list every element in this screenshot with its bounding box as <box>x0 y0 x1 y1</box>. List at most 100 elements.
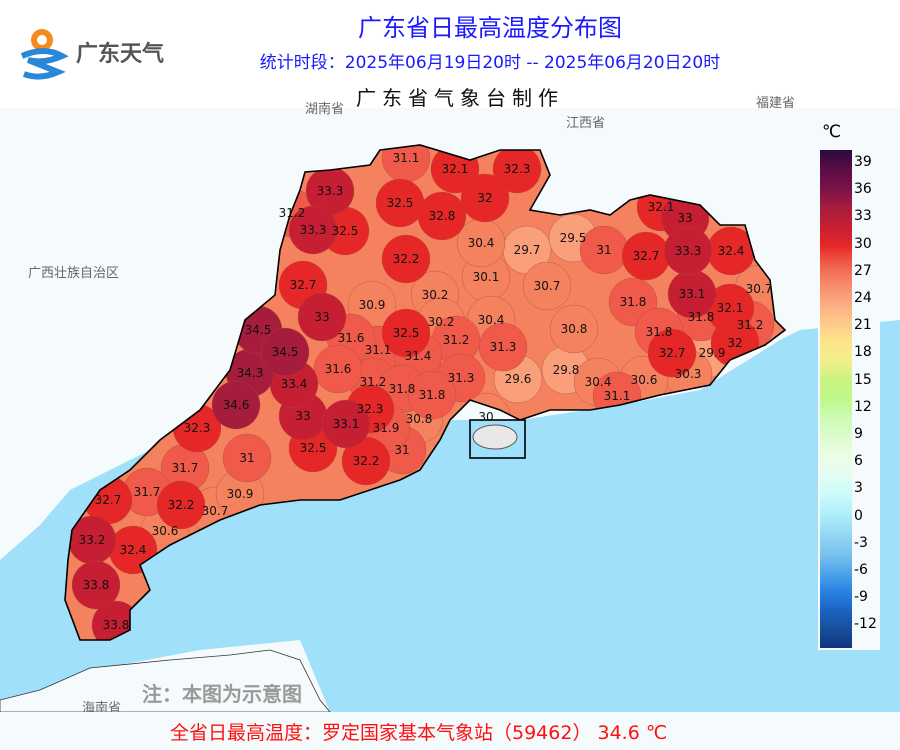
county-region <box>492 145 542 194</box>
station-temperature-label: 31.2 <box>279 206 306 220</box>
station-temperature-label: 29.9 <box>699 346 726 360</box>
station-temperature-label: 32.4 <box>718 244 745 258</box>
station-temperature-label: 33.3 <box>317 184 344 198</box>
label-jiangxi: 江西省 <box>566 116 606 131</box>
station-temperature-label: 34.5 <box>272 345 299 359</box>
legend-unit: ℃ <box>822 122 842 142</box>
station-temperature-label: 32.1 <box>442 162 469 176</box>
station-temperature-label: 32.3 <box>184 421 211 435</box>
station-temperature-label: 29.8 <box>553 363 580 377</box>
station-temperature-label: 31.1 <box>365 343 392 357</box>
station-temperature-label: 33.2 <box>79 533 106 547</box>
station-temperature-label: 31.1 <box>393 151 420 165</box>
header-background <box>0 0 900 108</box>
period-text: 统计时段：2025年06月19日20时 -- 2025年06月20日20时 <box>259 53 721 73</box>
station-temperature-label: 30.2 <box>422 288 449 302</box>
station-temperature-label: 32 <box>727 336 742 350</box>
logo: 广东天气 <box>14 18 184 82</box>
station-temperature-label: 32.7 <box>290 278 317 292</box>
station-temperature-label: 32.1 <box>717 301 744 315</box>
station-temperature-label: 31.3 <box>448 371 475 385</box>
sea <box>0 320 900 712</box>
station-temperature-label: 30.4 <box>585 375 612 389</box>
station-temperature-label: 32.1 <box>648 200 675 214</box>
county-region <box>288 205 338 255</box>
county-region <box>460 173 510 223</box>
legend-tick: -9 <box>854 589 868 606</box>
label-hunan: 湖南省 <box>305 102 345 117</box>
county-region <box>417 191 467 241</box>
station-temperature-label: 29.5 <box>560 231 587 245</box>
page-title: 广东省日最高温度分布图 <box>358 14 622 42</box>
station-temperature-label: 31 <box>394 443 409 457</box>
hong-kong-area <box>472 424 518 450</box>
station-temperature-label: 29.6 <box>505 372 532 386</box>
legend-tick: 36 <box>854 181 872 198</box>
station-temperature-label: 31.6 <box>338 331 365 345</box>
producer-text: 广东省气象台制作 <box>356 86 564 110</box>
legend-tick: 30 <box>854 235 872 252</box>
station-temperature-label: 31.7 <box>134 485 161 499</box>
station-temperature-label: 31.4 <box>405 349 432 363</box>
county-region <box>321 399 371 449</box>
station-temperature-label: 34.3 <box>237 366 264 380</box>
county-region <box>260 327 310 377</box>
station-temperature-label: 30.7 <box>534 279 561 293</box>
label-fujian: 福建省 <box>756 96 796 111</box>
station-temperature-label: 30.4 <box>478 313 505 327</box>
station-temperature-label: 33.1 <box>333 417 360 431</box>
legend-tick: 12 <box>854 398 872 415</box>
logo-text: 广东天气 <box>76 42 165 67</box>
color-legend: ℃ 39 36 33 30 27 24 21 18 15 12 9 6 3 0 -3 -6 -9 -12 <box>818 120 880 650</box>
station-temperature-label: 32.7 <box>633 249 660 263</box>
station-temperature-label: 30 <box>478 410 493 424</box>
station-temperature-label: 32.7 <box>659 346 686 360</box>
station-temperature-label: 31.8 <box>688 310 715 324</box>
station-temperature-label: 32.5 <box>387 196 414 210</box>
station-temperature-label: 31.8 <box>646 325 673 339</box>
county-region <box>647 328 697 378</box>
station-temperature-label: 31.9 <box>373 421 400 435</box>
county-region <box>522 261 572 311</box>
legend-tick: -3 <box>854 534 868 551</box>
legend-tick: -12 <box>854 616 877 633</box>
station-temperature-label: 32 <box>477 191 492 205</box>
legend-tick: 33 <box>854 208 872 225</box>
guangdong-outline <box>64 144 787 641</box>
legend-tick: 18 <box>854 344 872 361</box>
station-temperature-label: 32.2 <box>393 252 420 266</box>
station-temperature-label: 32.3 <box>357 402 384 416</box>
legend-tick: -6 <box>854 562 868 578</box>
legend-tick: 27 <box>854 262 872 279</box>
station-temperature-label: 33 <box>295 409 310 423</box>
legend-tick: 24 <box>854 290 872 306</box>
legend-tick: 21 <box>854 317 872 334</box>
county-region <box>156 480 206 530</box>
station-temperature-label: 32.5 <box>332 224 359 238</box>
max-temperature-summary: 全省日最高温度：罗定国家基本气象站（59462） 34.6 ℃ <box>170 722 668 744</box>
label-guangxi: 广西壮族自治区 <box>28 266 120 281</box>
station-temperature-label: 30.6 <box>631 373 658 387</box>
legend-tick: 3 <box>854 480 863 497</box>
legend-tick: 0 <box>854 507 863 524</box>
station-temperature-label: 30.1 <box>473 270 500 284</box>
station-temperature-label: 31 <box>596 243 611 257</box>
station-temperature-label: 31.2 <box>360 375 387 389</box>
station-temperature-label: 33 <box>314 310 329 324</box>
station-temperature-label: 31.7 <box>172 461 199 475</box>
legend-colorbar <box>820 150 852 648</box>
station-temperature-label: 33.1 <box>679 287 706 301</box>
station-temperature-label: 31.8 <box>620 295 647 309</box>
station-temperature-label: 31.8 <box>389 382 416 396</box>
guangdong-weather-logo-icon <box>20 29 69 80</box>
station-temperature-label: 33 <box>677 211 692 225</box>
station-temperature-label: 30.7 <box>746 282 773 296</box>
station-temperature-label: 31.3 <box>490 340 517 354</box>
legend-tick: 15 <box>854 371 872 388</box>
station-temperature-label: 32.8 <box>429 209 456 223</box>
station-temperature-label: 33.8 <box>103 618 130 632</box>
legend-tick: 9 <box>854 426 863 442</box>
county-region <box>297 292 347 342</box>
county-region <box>222 433 272 483</box>
